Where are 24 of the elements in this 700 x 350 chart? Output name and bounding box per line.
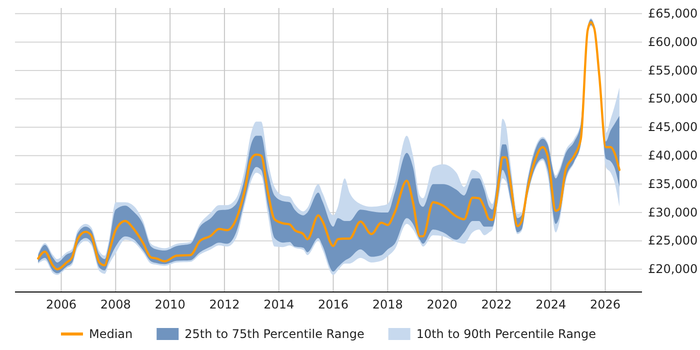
y-tick-label: £35,000 — [648, 176, 698, 191]
y-tick-label: £55,000 — [648, 63, 698, 78]
x-tick-label: 2022 — [481, 298, 512, 312]
legend-label: 25th to 75th Percentile Range — [184, 327, 364, 341]
y-tick-label: £45,000 — [648, 120, 698, 134]
x-tick-label: 2006 — [46, 298, 77, 312]
x-tick-label: 2018 — [372, 298, 403, 312]
x-tick-label: 2012 — [209, 298, 240, 312]
y-tick-label: £30,000 — [648, 205, 698, 220]
legend-label: 10th to 90th Percentile Range — [416, 327, 596, 341]
x-tick-label: 2008 — [100, 298, 131, 312]
x-tick-label: 2026 — [590, 298, 621, 312]
y-tick-label: £50,000 — [648, 92, 698, 106]
y-tick-label: £65,000 — [648, 6, 698, 21]
y-tick-label: £60,000 — [648, 34, 698, 49]
legend-label: Median — [88, 327, 133, 341]
x-tick-label: 2020 — [426, 298, 458, 312]
x-tick-label: 2024 — [536, 298, 566, 312]
y-tick-label: £20,000 — [648, 262, 698, 276]
x-tick-label: 2010 — [154, 298, 186, 312]
x-tick-label: 2014 — [264, 298, 294, 312]
x-tick-label: 2016 — [318, 298, 349, 312]
y-tick-label: £40,000 — [648, 148, 698, 163]
y-tick-label: £25,000 — [648, 234, 698, 248]
